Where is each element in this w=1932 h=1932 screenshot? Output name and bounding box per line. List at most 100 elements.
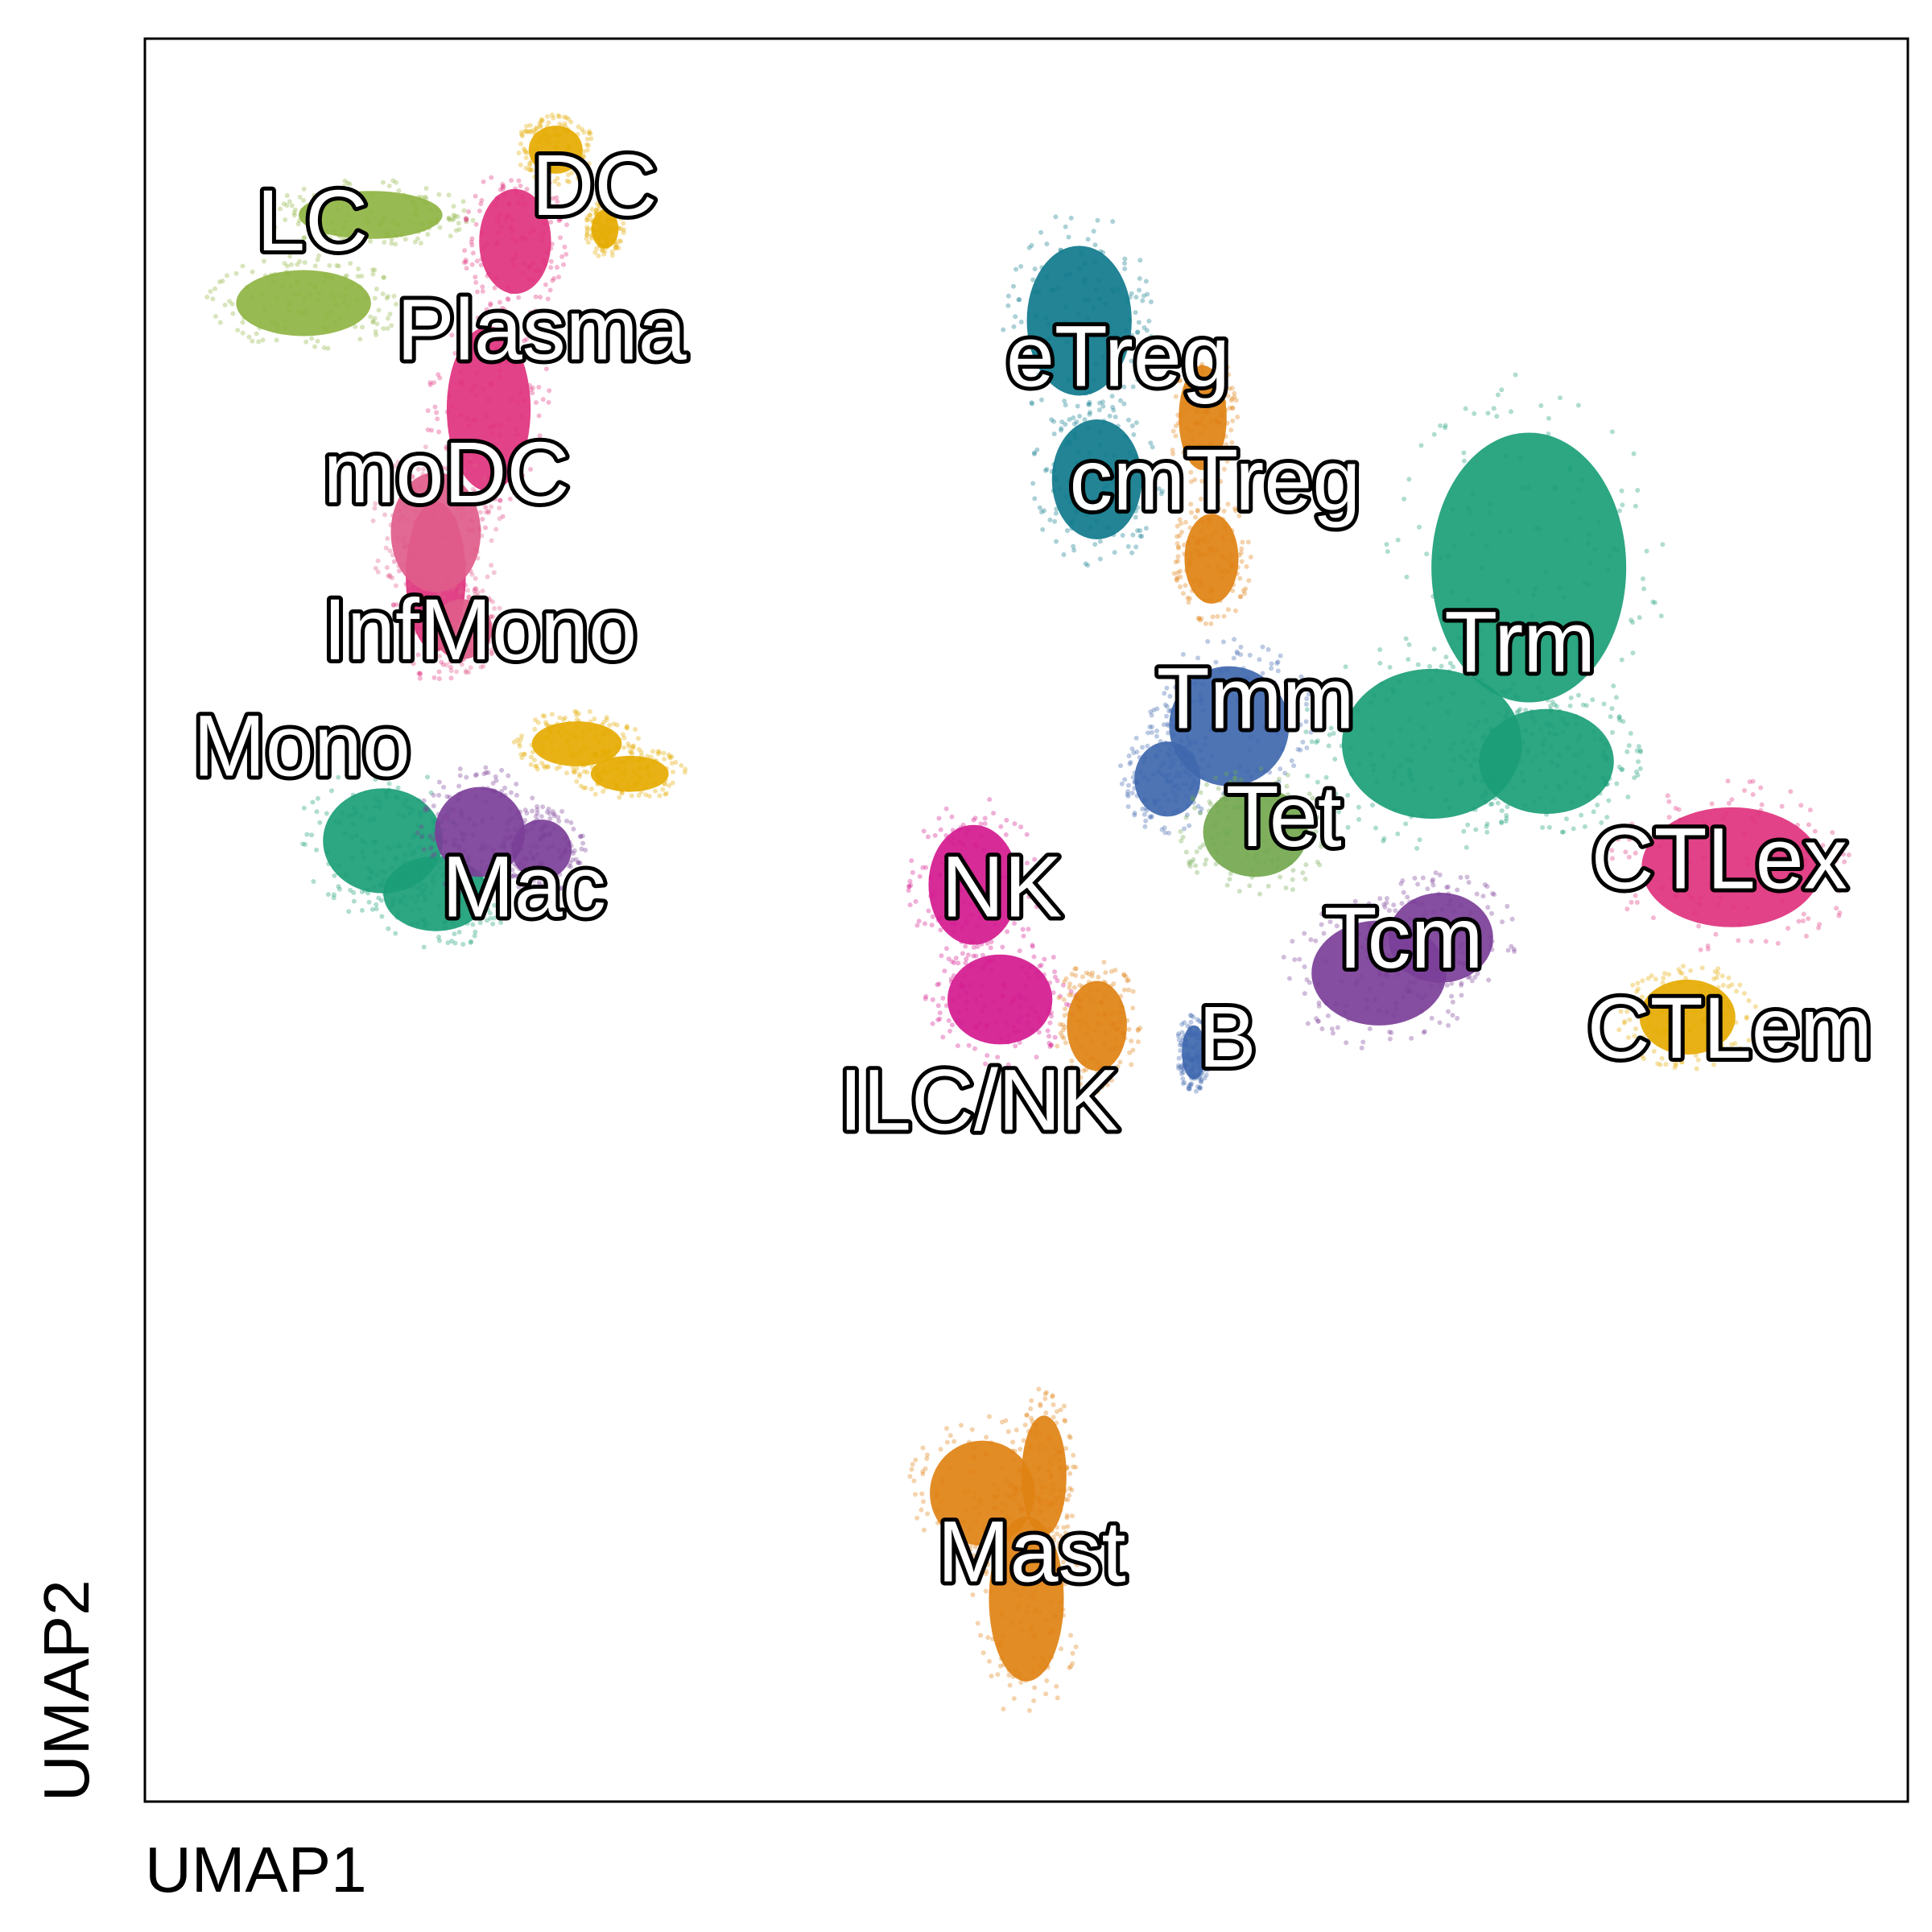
scatter-point (1188, 1013, 1194, 1018)
scatter-point (598, 220, 604, 225)
scatter-point (1183, 770, 1189, 775)
scatter-point (395, 785, 401, 791)
scatter-point (667, 754, 673, 760)
scatter-point (1199, 578, 1204, 584)
scatter-point (1397, 763, 1403, 769)
scatter-point (489, 175, 494, 180)
scatter-point (557, 728, 563, 733)
scatter-point (414, 206, 419, 212)
scatter-point (1119, 781, 1125, 786)
scatter-point (1224, 771, 1229, 777)
scatter-point (469, 242, 475, 248)
scatter-point (1338, 911, 1344, 917)
scatter-point (1192, 680, 1198, 686)
scatter-point (1191, 857, 1196, 862)
scatter-point (1401, 994, 1406, 1000)
scatter-point (473, 193, 478, 199)
scatter-point (324, 316, 329, 321)
scatter-point (1125, 1018, 1130, 1023)
scatter-point (558, 235, 564, 241)
scatter-point (494, 645, 500, 650)
scatter-point (1122, 266, 1128, 271)
scatter-point (303, 309, 309, 315)
scatter-point (1035, 360, 1041, 365)
scatter-point (548, 885, 554, 890)
scatter-point (1698, 947, 1703, 952)
scatter-point (1101, 1041, 1107, 1046)
scatter-point (1199, 519, 1205, 525)
scatter-point (1609, 429, 1615, 435)
scatter-point (1090, 970, 1096, 976)
scatter-point (383, 883, 389, 889)
scatter-point (997, 1663, 1003, 1669)
scatter-point (1414, 845, 1420, 851)
scatter-point (1534, 650, 1540, 655)
scatter-point (606, 218, 612, 224)
scatter-point (1236, 552, 1242, 558)
scatter-point (1132, 779, 1137, 785)
scatter-point (395, 465, 401, 471)
scatter-point (457, 589, 463, 595)
scatter-point (569, 872, 575, 877)
scatter-point (1611, 683, 1616, 689)
scatter-point (1472, 967, 1478, 972)
scatter-point (1459, 753, 1464, 759)
scatter-point (593, 211, 599, 217)
scatter-point (1472, 747, 1477, 753)
scatter-point (1579, 749, 1585, 754)
scatter-point (483, 765, 489, 770)
scatter-point (423, 490, 428, 496)
scatter-point (930, 997, 935, 1002)
scatter-point (527, 122, 533, 128)
scatter-point (1204, 551, 1210, 556)
scatter-point (518, 141, 524, 147)
scatter-point (1348, 745, 1353, 750)
scatter-point (1125, 782, 1131, 788)
scatter-point (468, 894, 473, 900)
scatter-point (605, 202, 610, 208)
scatter-point (345, 813, 351, 819)
scatter-point (574, 709, 580, 715)
scatter-point (1785, 926, 1791, 931)
scatter-point (434, 220, 440, 225)
scatter-point (539, 861, 545, 867)
scatter-point (1356, 931, 1361, 937)
scatter-point (444, 852, 450, 857)
scatter-point (1199, 696, 1204, 702)
scatter-point (551, 811, 557, 817)
scatter-point (558, 217, 564, 222)
scatter-point (1190, 753, 1195, 759)
scatter-point (446, 581, 452, 587)
scatter-point (1128, 759, 1133, 765)
scatter-point (546, 139, 551, 145)
scatter-point (621, 777, 626, 782)
scatter-point (488, 301, 493, 307)
scatter-point (315, 196, 320, 201)
scatter-point (418, 868, 423, 873)
scatter-point (1604, 756, 1610, 762)
scatter-point (1445, 884, 1451, 890)
scatter-point (419, 602, 425, 608)
scatter-point (1026, 245, 1032, 250)
scatter-point (592, 250, 598, 255)
scatter-point (988, 945, 993, 951)
scatter-point (564, 770, 570, 776)
scatter-point (1539, 620, 1545, 625)
scatter-point (541, 763, 547, 769)
scatter-point (633, 772, 638, 778)
scatter-point (439, 638, 444, 644)
scatter-point (566, 155, 572, 160)
scatter-point (1092, 242, 1098, 248)
scatter-point (547, 816, 553, 822)
scatter-point (605, 213, 610, 218)
scatter-point (556, 818, 562, 824)
scatter-point (1516, 708, 1521, 714)
scatter-point (514, 792, 519, 798)
scatter-point (1208, 586, 1213, 592)
scatter-point (1032, 496, 1038, 502)
scatter-point (546, 177, 551, 183)
scatter-point (1269, 858, 1274, 864)
scatter-point (477, 920, 483, 926)
scatter-point (558, 886, 564, 891)
scatter-point (1084, 316, 1090, 321)
